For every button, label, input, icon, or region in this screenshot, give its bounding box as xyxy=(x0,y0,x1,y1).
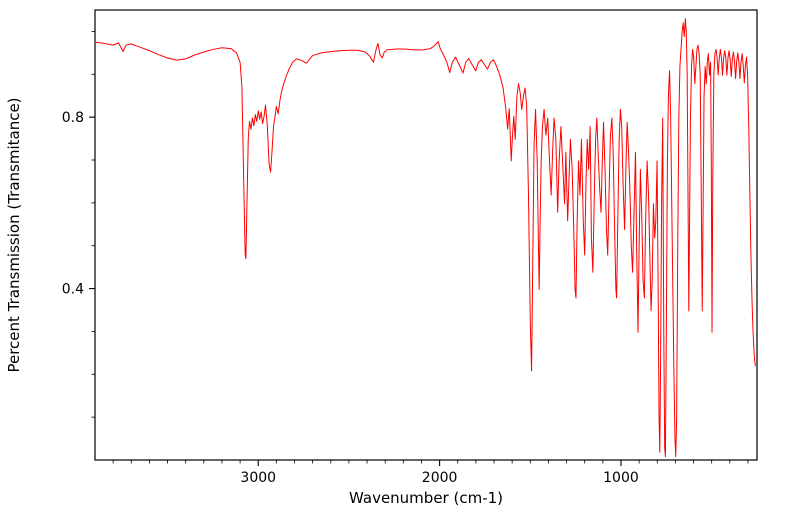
y-tick-label: 0.4 xyxy=(62,282,84,298)
y-tick-label: 0.8 xyxy=(62,110,84,126)
x-tick-label: 1000 xyxy=(603,470,639,486)
y-axis-label: Percent Transmission (Transmitance) xyxy=(5,97,23,372)
x-tick-label: 3000 xyxy=(240,470,276,486)
x-tick-label: 2000 xyxy=(422,470,458,486)
spectrum-line xyxy=(94,18,756,458)
plot-frame xyxy=(94,9,758,461)
x-axis-label: Wavenumber (cm-1) xyxy=(349,489,503,507)
